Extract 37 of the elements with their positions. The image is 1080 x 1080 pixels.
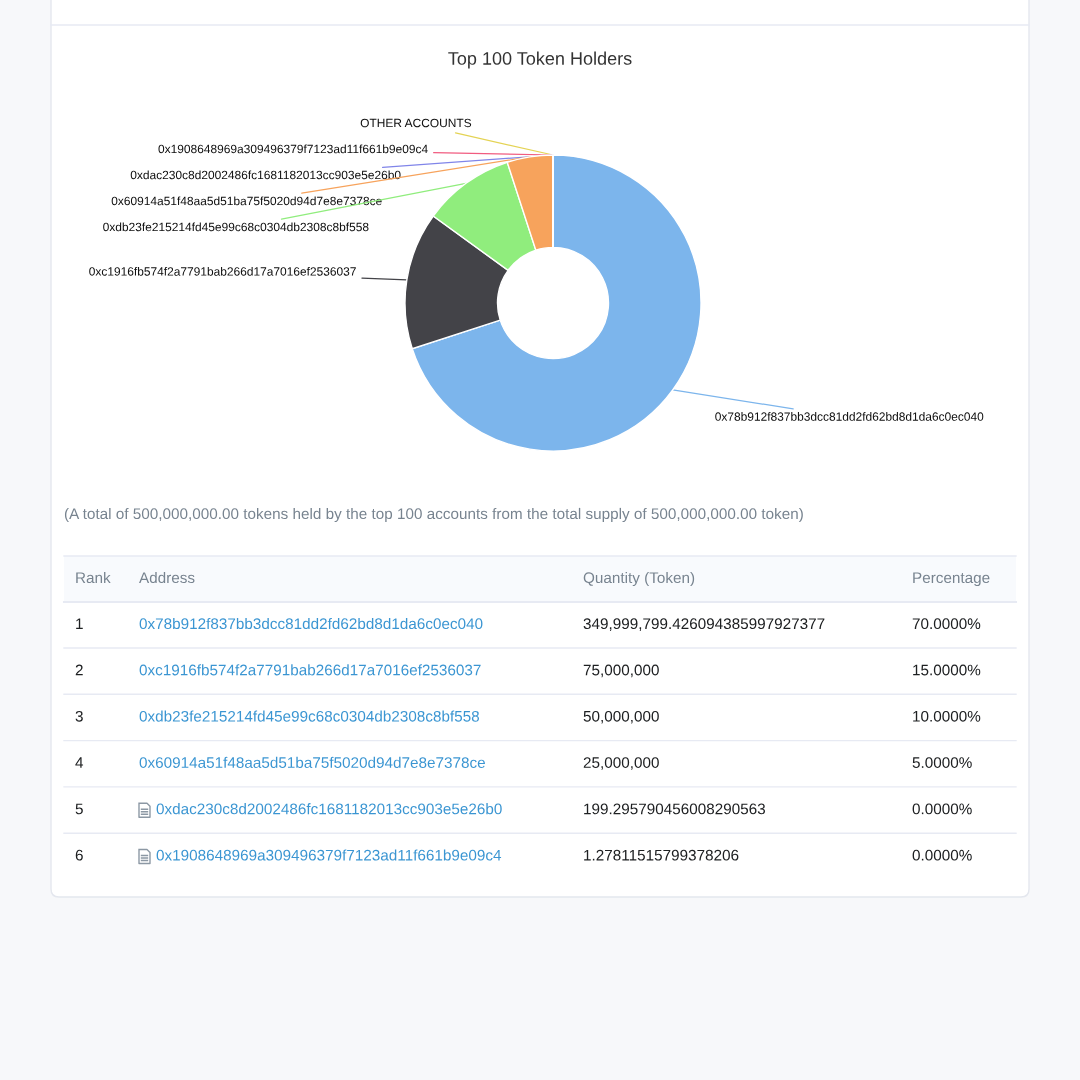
chart-title: Top 100 Token Holders [448, 51, 632, 69]
category-label: 0xc1916fb574f2a7791bab266d17a7016ef2536037 [139, 664, 481, 676]
text: Percentage [913, 572, 990, 587]
slice-label: 0xdb23fe215214fd45e99c68c0304db2308c8bf558 [103, 222, 369, 232]
text: 75,000,000 [583, 664, 659, 678]
text: 349,999,799.426094385997927377 [583, 618, 825, 631]
slice-label: 0xc1916fb574f2a7791bab266d17a7016ef2536037 [89, 266, 356, 276]
text: 199.295790456008290563 [584, 803, 766, 815]
text: 25,000,000 [583, 757, 659, 770]
category-label: 0x78b912f837bb3dcc81dd2fd62bd8d1da6c0ec040 [139, 617, 483, 630]
text: 70.0000% [912, 618, 981, 630]
text: 5 [75, 803, 83, 815]
text: 50,000,000 [583, 710, 659, 724]
category-label: OTHER ACCOUNTS [360, 118, 472, 128]
text: (A total of 500,000,000.00 tokens held by the top 100 accounts from the total supply of 500,000,000.00 token) [64, 507, 803, 523]
text: 15.0000% [913, 664, 981, 676]
text: 1 [76, 618, 83, 629]
text: Address [139, 571, 195, 584]
text: 5.0000% [912, 757, 972, 768]
legend-label: 0x1908648969a309496379f7123ad11f661b9e09c4 [156, 849, 502, 861]
category-label: 0xdac230c8d2002486fc1681182013cc903e5e26b0 [130, 170, 401, 180]
category-label: 0xdb23fe215214fd45e99c68c0304db2308c8bf558 [139, 710, 480, 722]
text: 0.0000% [912, 803, 972, 815]
text: 10.0000% [913, 710, 981, 722]
text: 4 [75, 757, 84, 768]
text: 6 [75, 849, 83, 861]
text: 1.27811515799378206 [584, 849, 739, 861]
slice-label: 0x78b912f837bb3dcc81dd2fd62bd8d1da6c0ec040 [715, 412, 984, 421]
text: 2 [75, 664, 83, 676]
text: 0.0000% [912, 849, 972, 861]
text: 3 [75, 710, 83, 722]
slice-label: 0x60914a51f48aa5d51ba75f5020d94d7e8e7378ce [111, 196, 382, 206]
category-label: 0x1908648969a309496379f7123ad11f661b9e09c4 [158, 144, 428, 154]
legend-label: 0xdac230c8d2002486fc1681182013cc903e5e26b0 [156, 803, 502, 815]
category-label: 0x60914a51f48aa5d51ba75f5020d94d7e8e7378ce [139, 756, 485, 768]
text: Rank [76, 571, 111, 584]
text: Quantity (Token) [583, 571, 695, 587]
